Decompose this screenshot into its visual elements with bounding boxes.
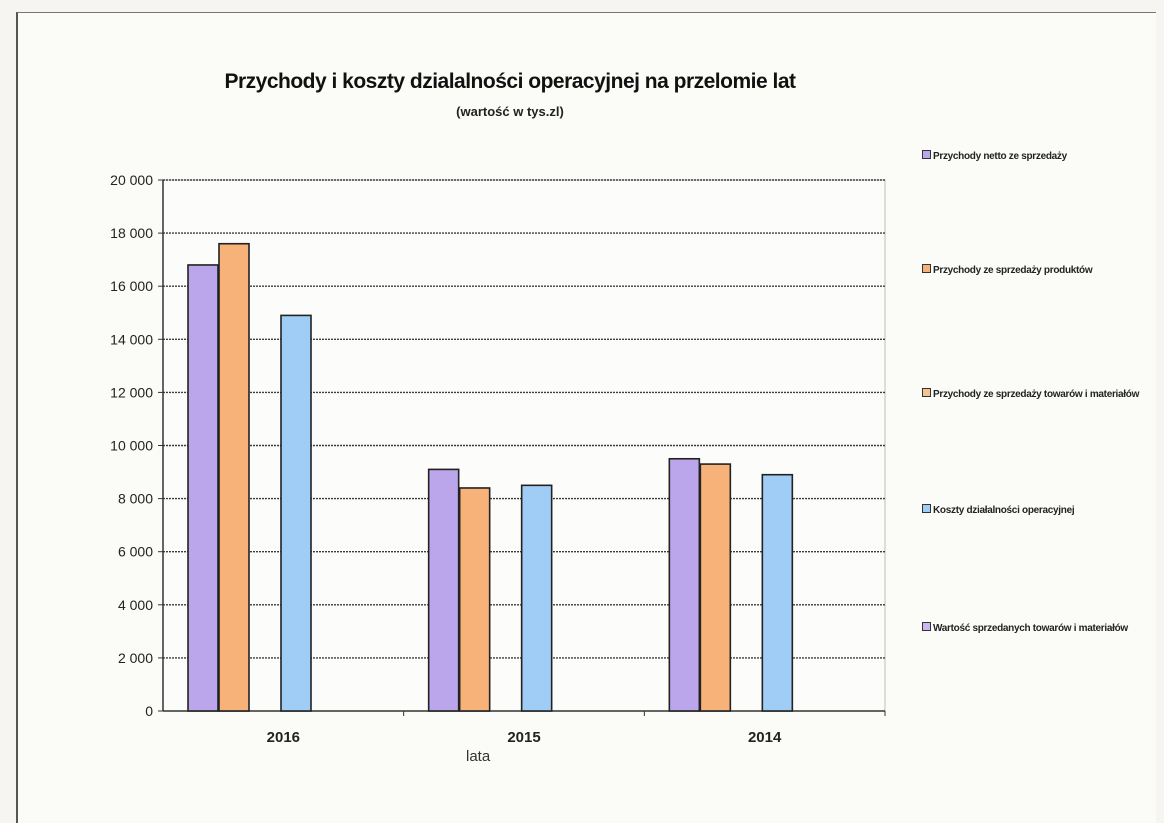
legend-item: Przychody ze sprzedaży produktów — [922, 264, 1152, 277]
legend-label: Wartość sprzedanych towarów i materiałów — [933, 623, 1128, 634]
bar-2016-0 — [187, 264, 219, 712]
y-tick-label: 20 000 — [110, 172, 153, 188]
legend-label: Przychody ze sprzedaży towarów i materia… — [933, 389, 1140, 400]
legend-swatch — [922, 264, 931, 273]
bar-2014-0 — [668, 457, 701, 712]
x-tick-label: 2014 — [748, 729, 782, 746]
bar-2015-0 — [427, 468, 460, 712]
legend-label: Przychody ze sprzedaży produktów — [933, 265, 1093, 276]
y-tick-label: 14 000 — [110, 331, 153, 347]
legend-item: Przychody ze sprzedaży towarów i materia… — [922, 388, 1152, 401]
x-tick-label: 2016 — [267, 729, 300, 746]
y-tick-label: 6 000 — [118, 544, 153, 560]
y-tick-label: 0 — [145, 703, 153, 719]
y-tick-label: 8 000 — [118, 491, 153, 507]
chart-subtitle: (wartość w tys.zl) — [456, 104, 564, 119]
y-tick-label: 10 000 — [110, 438, 153, 454]
legend-swatch — [922, 622, 931, 631]
y-tick-label: 18 000 — [110, 225, 153, 241]
bar-2015-1 — [458, 487, 491, 712]
x-tick-label: 2015 — [507, 729, 540, 746]
y-tick-label: 16 000 — [110, 278, 153, 294]
x-axis-label: lata — [466, 748, 491, 765]
y-tick-label: 4 000 — [118, 597, 153, 613]
bar-2016-3 — [280, 314, 312, 712]
legend-swatch — [922, 150, 931, 159]
y-tick-label: 2 000 — [118, 650, 153, 666]
y-tick-label: 12 000 — [110, 384, 153, 400]
legend-swatch — [922, 388, 931, 397]
legend-item: Koszty działalności operacyjnej — [922, 504, 1152, 517]
legend-item: Przychody netto ze sprzedaży — [922, 150, 1152, 163]
bar-2014-1 — [699, 463, 732, 712]
legend-swatch — [922, 504, 931, 513]
legend-item: Wartość sprzedanych towarów i materiałów — [922, 622, 1152, 635]
bar-2014-3 — [761, 473, 794, 712]
legend-label: Przychody netto ze sprzedaży — [933, 151, 1067, 162]
bar-2015-3 — [520, 484, 553, 712]
legend-label: Koszty działalności operacyjnej — [933, 505, 1075, 516]
bar-2016-1 — [218, 242, 250, 712]
chart-title: Przychody i koszty dzialalności operacyj… — [224, 70, 796, 93]
